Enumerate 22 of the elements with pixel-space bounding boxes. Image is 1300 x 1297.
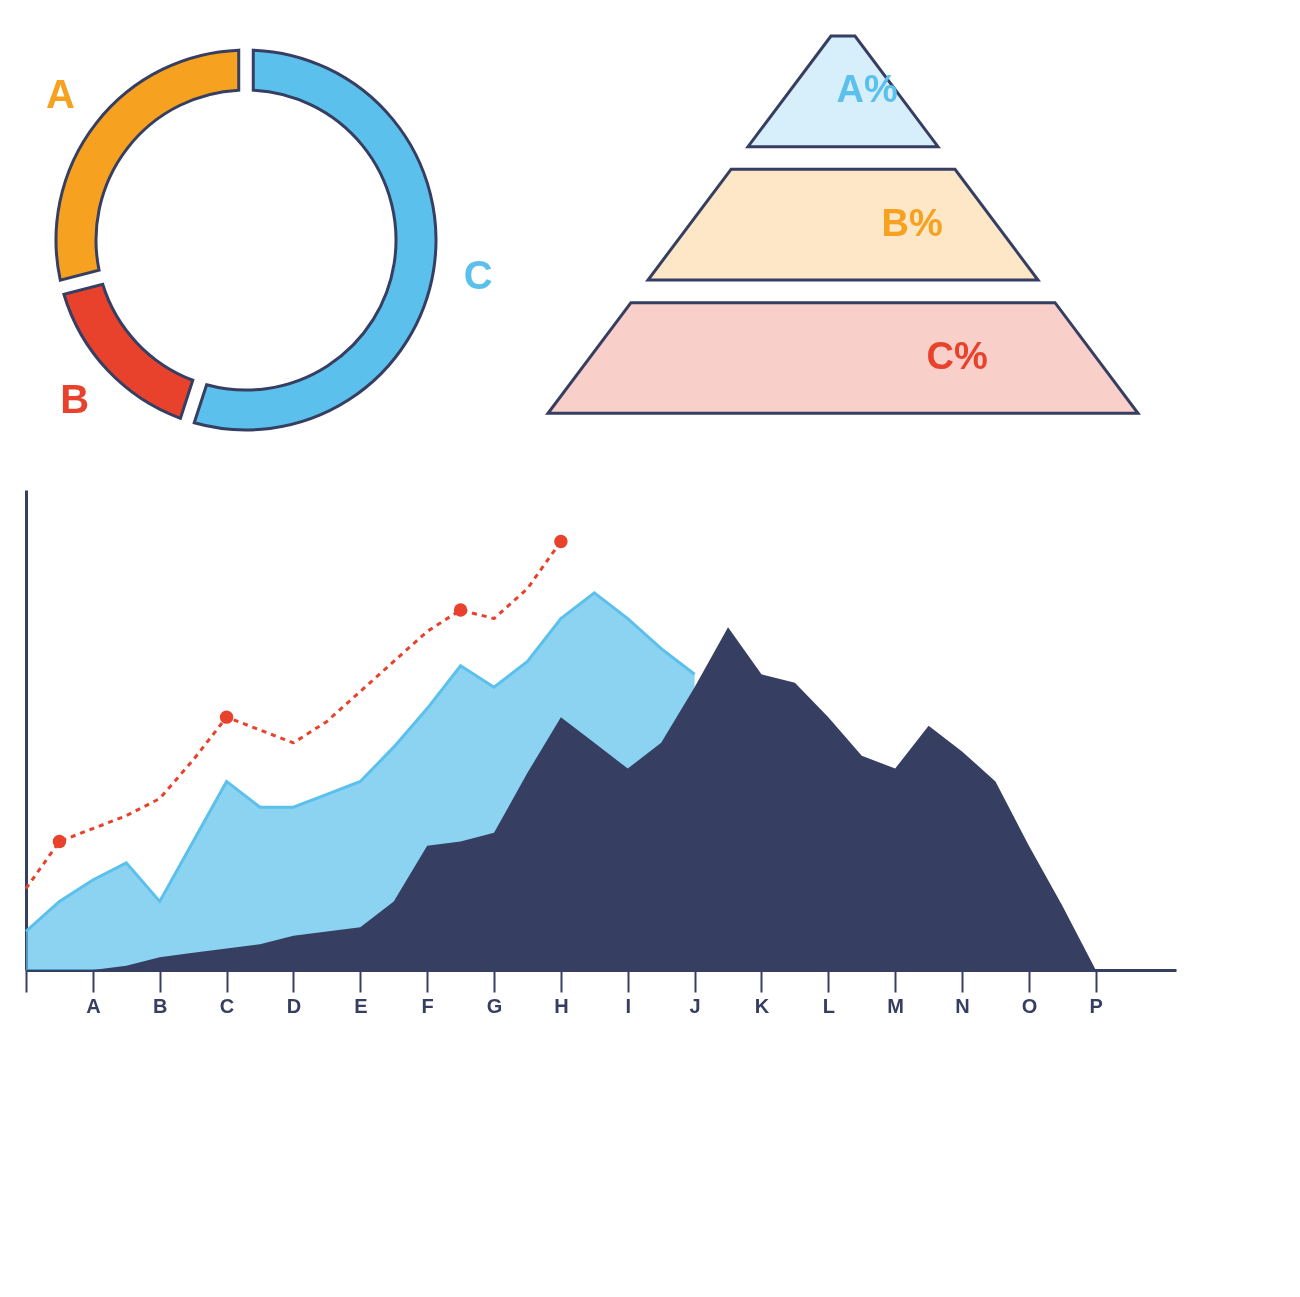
- x-tick-label: P: [1089, 994, 1103, 1017]
- x-tick-label: I: [625, 994, 632, 1017]
- slice-label: C: [463, 252, 493, 297]
- x-tick-label: O: [1021, 994, 1038, 1017]
- x-tick-label: H: [554, 994, 569, 1017]
- x-tick-label: C: [219, 994, 235, 1017]
- category-label: C%: [926, 335, 988, 377]
- x-tick-label: M: [887, 994, 905, 1017]
- x-tick-label: A: [86, 994, 101, 1017]
- x-tick-label: J: [689, 994, 701, 1017]
- x-tick-label: N: [955, 994, 970, 1017]
- slice-label: B: [60, 376, 90, 421]
- category-label: A%: [836, 68, 898, 111]
- x-tick-label: K: [754, 994, 770, 1017]
- slice-label: A: [45, 71, 75, 116]
- category-label: B%: [881, 201, 943, 244]
- x-tick-label: E: [354, 994, 368, 1017]
- x-tick-label: B: [152, 994, 168, 1017]
- x-tick-label: G: [486, 994, 503, 1017]
- x-tick-label: L: [822, 994, 835, 1017]
- x-tick-label: D: [286, 994, 302, 1017]
- x-tick-label: F: [421, 994, 434, 1017]
